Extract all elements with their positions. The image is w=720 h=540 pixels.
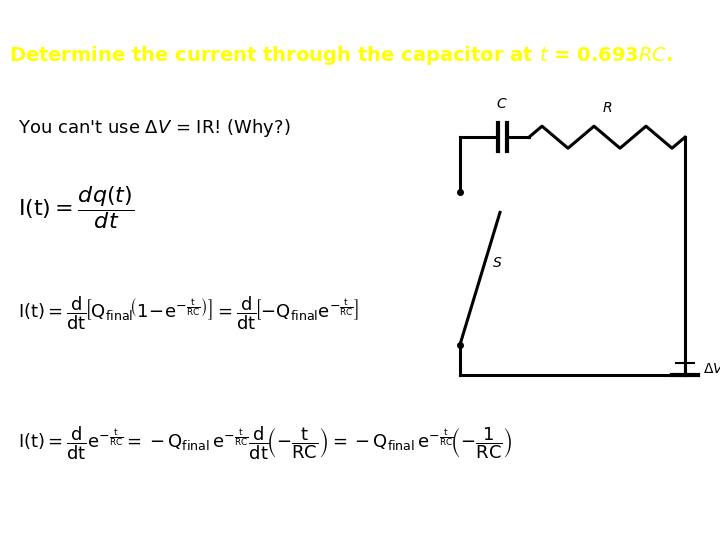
Text: $R$: $R$ <box>602 101 612 115</box>
Text: $S$: $S$ <box>492 256 503 271</box>
Text: $\Delta V$: $\Delta V$ <box>703 362 720 376</box>
Text: $\mathrm{I(t)=\dfrac{d}{dt}e^{-\frac{t}{RC}}=-Q_{final}\,e^{-\frac{t}{RC}}\dfrac: $\mathrm{I(t)=\dfrac{d}{dt}e^{-\frac{t}{… <box>18 425 513 462</box>
Text: You can't use $\Delta V$ = IR! (Why?): You can't use $\Delta V$ = IR! (Why?) <box>18 117 291 139</box>
Text: $C$: $C$ <box>496 97 508 111</box>
Text: $\mathrm{I(t)=}$$\dfrac{dq(t)}{dt}$: $\mathrm{I(t)=}$$\dfrac{dq(t)}{dt}$ <box>18 184 135 231</box>
Text: $\mathrm{I(t)=\dfrac{d}{dt}\!\left[Q_{final}\!\left(1\!-\!e^{-\frac{t}{RC}}\righ: $\mathrm{I(t)=\dfrac{d}{dt}\!\left[Q_{fi… <box>18 294 359 332</box>
Text: Example: For the circuit shown $C$ = 8 $\mu$F and $\Delta V$ = 30 V.: Example: For the circuit shown $C$ = 8 $… <box>9 22 613 45</box>
Text: Determine the current through the capacitor at $t$ = 0.693$RC$.: Determine the current through the capaci… <box>9 44 672 67</box>
